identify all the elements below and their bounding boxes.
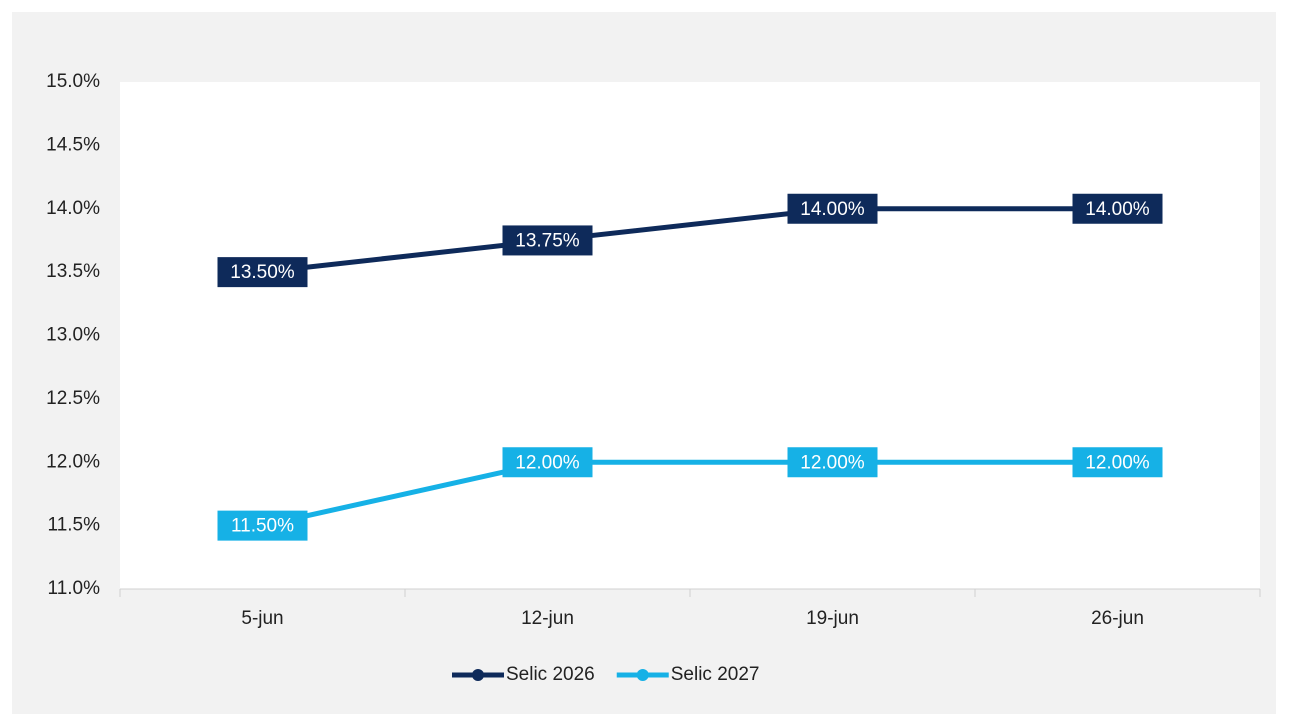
x-tick-label: 26-jun — [1091, 608, 1144, 629]
data-label-box — [787, 193, 878, 224]
data-label: 11.50% — [231, 516, 294, 537]
legend-label: Selic 2026 — [506, 664, 595, 685]
x-tick-label: 19-jun — [806, 608, 859, 629]
data-label-box — [502, 225, 593, 256]
data-label-box — [217, 510, 308, 541]
data-label-box — [787, 447, 878, 478]
data-label-box — [217, 257, 308, 288]
data-label: 14.00% — [800, 199, 865, 220]
y-tick-label: 12.5% — [46, 388, 100, 409]
x-tick-label: 12-jun — [521, 608, 574, 629]
legend-marker — [636, 669, 649, 681]
data-label-box — [502, 447, 593, 478]
y-tick-label: 12.0% — [46, 451, 100, 472]
data-label-box — [1072, 447, 1163, 478]
data-label: 12.00% — [800, 452, 865, 473]
data-label-box — [1072, 193, 1163, 224]
data-label: 13.75% — [515, 230, 580, 251]
data-label: 14.00% — [1085, 199, 1150, 220]
series-line — [261, 459, 1118, 529]
y-tick-label: 14.0% — [46, 198, 100, 219]
y-tick-label: 15.0% — [46, 71, 100, 92]
series-line — [262, 206, 1118, 275]
plot-area — [120, 82, 1260, 589]
y-tick-label: 13.5% — [46, 261, 100, 282]
data-label: 12.00% — [1085, 452, 1150, 473]
data-label: 12.00% — [515, 452, 580, 473]
y-tick-label: 11.0% — [48, 578, 101, 599]
y-tick-label: 13.0% — [46, 325, 100, 346]
legend-label: Selic 2027 — [671, 664, 760, 685]
x-tick-label: 5-jun — [241, 608, 283, 629]
y-tick-label: 11.5% — [48, 515, 101, 536]
y-tick-label: 14.5% — [46, 134, 100, 155]
data-label: 13.50% — [230, 262, 295, 283]
legend-marker — [472, 669, 484, 681]
